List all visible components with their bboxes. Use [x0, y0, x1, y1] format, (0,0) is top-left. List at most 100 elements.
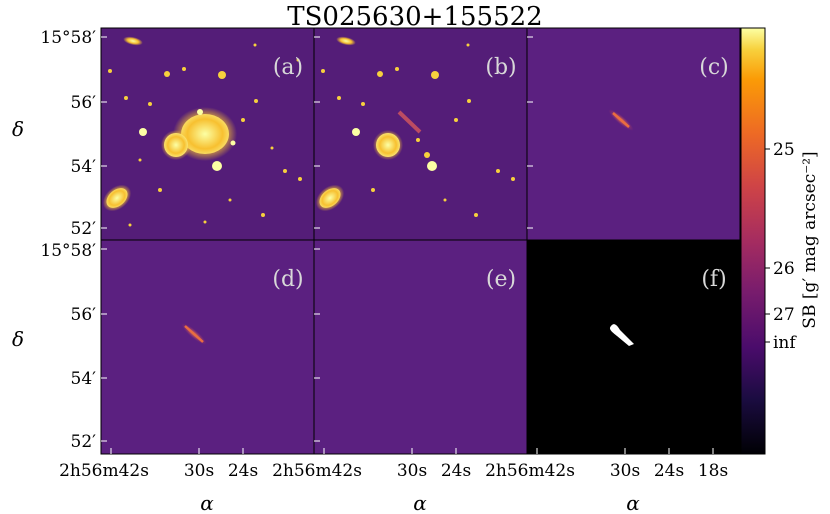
colorbar — [740, 27, 766, 455]
star — [395, 67, 399, 71]
panel-label-e: (e) — [486, 267, 516, 292]
panel-e — [314, 240, 527, 454]
panel-borders — [100, 27, 741, 455]
y-tick-label: 15°58′ — [40, 28, 96, 48]
x-tick-label: 24s — [654, 461, 684, 481]
star — [124, 96, 128, 100]
x-axis-label: α — [200, 491, 214, 514]
panel-f — [527, 240, 740, 454]
star — [164, 71, 170, 77]
star — [511, 177, 515, 181]
x-tick-label: 2h56m42s — [59, 461, 149, 481]
panel-b — [314, 28, 527, 240]
bright-star-halo — [161, 130, 191, 160]
x-tick-labels: 2h56m42s 30s 24s 2h56m42s 30s 24s 2h56m4… — [59, 461, 728, 481]
x-tick-label: 30s — [184, 461, 214, 481]
tick-marks — [101, 36, 714, 454]
panel-label-d: (d) — [272, 267, 303, 292]
star — [203, 220, 207, 224]
galaxy-source — [336, 36, 356, 46]
star — [431, 71, 439, 79]
x-tick-label: 2h56m42s — [485, 461, 575, 481]
y-axis-label-bottom: δ — [12, 327, 24, 351]
star — [424, 152, 430, 158]
star — [496, 169, 500, 173]
star — [128, 223, 132, 227]
star — [467, 99, 471, 103]
star — [361, 102, 365, 106]
panel-d — [101, 240, 314, 454]
trail-core — [184, 325, 204, 343]
star — [443, 198, 447, 202]
panel-d-trail — [181, 323, 207, 345]
star — [352, 128, 360, 136]
trail-mask — [609, 324, 634, 346]
x-tick-label: 24s — [441, 461, 471, 481]
star — [416, 138, 420, 142]
y-axis-label-top: δ — [12, 117, 24, 141]
star — [270, 146, 274, 150]
panel-c — [527, 28, 740, 240]
star — [321, 69, 325, 73]
x-axis-label: α — [626, 491, 640, 514]
colorbar-tick-label: inf — [773, 333, 797, 353]
colorbar-tick-labels: 25 26 27 inf — [773, 140, 797, 353]
colorbar-tick-label: 25 — [773, 140, 795, 160]
y-tick-label: 56′ — [71, 93, 97, 113]
star — [427, 161, 437, 171]
star — [474, 213, 478, 217]
star — [337, 96, 341, 100]
panel-a-sources — [102, 36, 302, 227]
panel-b-sources — [315, 36, 515, 217]
colorbar-label: SB [g′ mag arcsec⁻²] — [800, 151, 820, 328]
star — [108, 69, 112, 73]
star — [148, 102, 152, 106]
panel-label-f: (f) — [701, 267, 726, 292]
star — [466, 43, 470, 47]
star — [298, 177, 302, 181]
y-tick-label: 15°58′ — [40, 241, 96, 261]
star — [158, 188, 162, 192]
star — [377, 71, 383, 77]
star — [197, 109, 203, 115]
x-tick-label: 2h56m42s — [272, 461, 362, 481]
trail-core — [612, 112, 630, 128]
star — [218, 71, 226, 79]
x-tick-label: 30s — [610, 461, 640, 481]
star — [212, 161, 222, 171]
star — [253, 43, 257, 47]
x-tick-label: 30s — [397, 461, 427, 481]
x-tick-label: 18s — [698, 461, 728, 481]
star — [139, 128, 147, 136]
star — [241, 118, 245, 122]
star — [254, 99, 258, 103]
panel-c-trail — [608, 109, 634, 131]
trail-residual — [397, 110, 422, 134]
star — [296, 58, 300, 62]
y-tick-label: 52′ — [71, 219, 97, 239]
star — [228, 198, 232, 202]
panel-label-b: (b) — [485, 55, 516, 80]
x-axis-label: α — [413, 491, 427, 514]
bright-star-halo — [373, 130, 403, 160]
star — [283, 169, 287, 173]
y-tick-label: 54′ — [71, 157, 97, 177]
panel-label-c: (c) — [699, 55, 729, 80]
colorbar-ticks — [765, 148, 770, 343]
colorbar-tick-label: 27 — [773, 305, 795, 325]
panel-label-a: (a) — [273, 55, 303, 80]
y-tick-labels: 15°58′ 56′ 54′ 52′ 15°58′ 56′ 54′ 52′ — [40, 28, 96, 452]
star — [454, 118, 458, 122]
star — [138, 158, 142, 162]
y-tick-label: 52′ — [71, 432, 97, 452]
x-axis-labels: α α α — [200, 491, 640, 514]
star — [371, 188, 375, 192]
figure-title: TS025630+155522 — [287, 2, 543, 32]
x-tick-label: 24s — [228, 461, 258, 481]
galaxy-source — [123, 36, 143, 46]
panel-labels: (a) (b) (c) (d) (e) (f) — [272, 55, 728, 292]
star — [230, 140, 236, 146]
y-tick-label: 54′ — [71, 369, 97, 389]
y-tick-label: 56′ — [71, 305, 97, 325]
